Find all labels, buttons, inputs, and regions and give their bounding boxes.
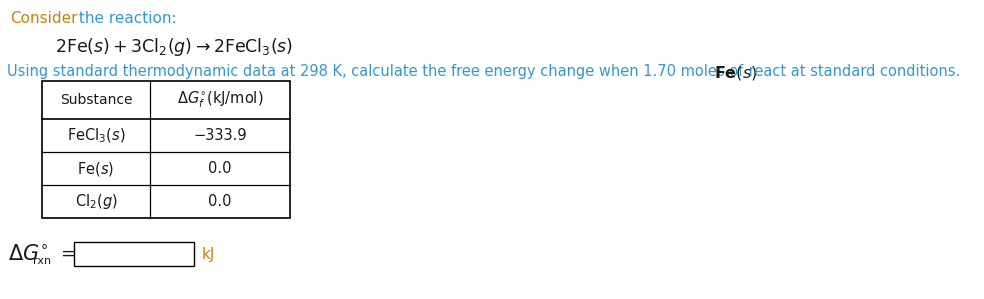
Text: rxn: rxn xyxy=(33,256,51,266)
Text: Using standard thermodynamic data at 298 K, calculate the free energy change whe: Using standard thermodynamic data at 298… xyxy=(7,64,743,79)
Text: the reaction:: the reaction: xyxy=(74,11,176,26)
Bar xyxy=(74,242,194,266)
Text: $2\mathrm{Fe}(s) + 3\mathrm{Cl}_2(g) \rightarrow 2\mathrm{FeCl}_3(s)$: $2\mathrm{Fe}(s) + 3\mathrm{Cl}_2(g) \ri… xyxy=(55,36,293,58)
Bar xyxy=(42,81,290,218)
Text: $\mathrm{FeCl_3}(s)$: $\mathrm{FeCl_3}(s)$ xyxy=(67,126,125,145)
Text: kJ: kJ xyxy=(202,246,215,262)
Text: −333.9: −333.9 xyxy=(193,128,247,143)
Text: $\mathrm{Fe}(s)$: $\mathrm{Fe}(s)$ xyxy=(78,159,114,178)
Text: $\Delta G_f^{\circ}(\mathrm{kJ/mol})$: $\Delta G_f^{\circ}(\mathrm{kJ/mol})$ xyxy=(177,90,263,110)
Text: 0.0: 0.0 xyxy=(209,161,232,176)
Text: $\Delta G^{\circ}$: $\Delta G^{\circ}$ xyxy=(8,244,49,264)
Text: =: = xyxy=(60,245,75,263)
Text: 0.0: 0.0 xyxy=(209,194,232,209)
Text: react at standard conditions.: react at standard conditions. xyxy=(744,64,960,79)
Text: Consider: Consider xyxy=(10,11,78,26)
Text: $\mathbf{Fe}(\mathit{s})$: $\mathbf{Fe}(\mathit{s})$ xyxy=(714,64,758,82)
Text: Substance: Substance xyxy=(60,93,132,107)
Text: $\mathrm{Cl_2}(g)$: $\mathrm{Cl_2}(g)$ xyxy=(75,192,117,211)
